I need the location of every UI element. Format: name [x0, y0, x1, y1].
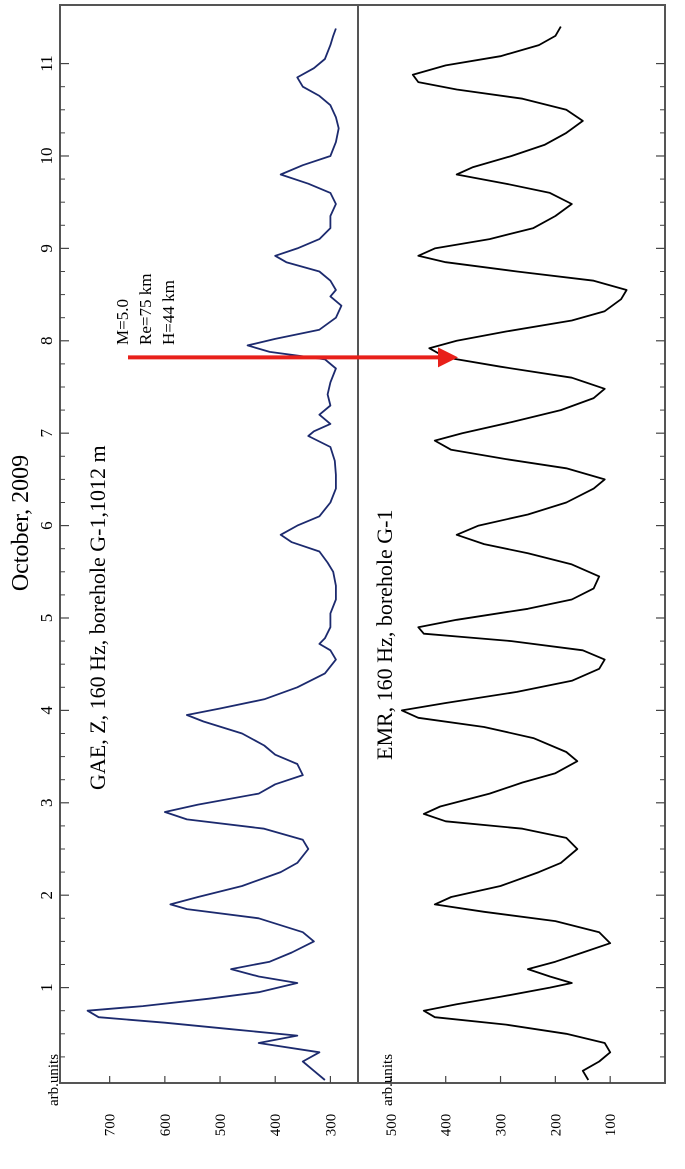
- series-lines: [86, 26, 628, 1081]
- event-arrow: [128, 347, 458, 368]
- y-tick-label-bottom-400: 400: [439, 1114, 455, 1137]
- annotation-depth: H=44 km: [159, 280, 178, 345]
- x-tick-label-1: 1: [37, 983, 56, 992]
- ylabel-top: arb.units: [46, 1054, 62, 1106]
- x-tick-labels: 1 2 3 4 5 6 7 8 9 10 11: [37, 55, 56, 991]
- quake-annotation: M=5.0 Re=75 km H=44 km: [113, 274, 178, 345]
- annotation-epicentral-distance: Re=75 km: [136, 274, 155, 345]
- x-axis-ticks: [60, 62, 665, 1058]
- event-arrow-head: [438, 347, 458, 368]
- plot-border: [59, 4, 666, 1084]
- series-label-emr: EMR, 160 Hz, borehole G-1: [372, 509, 397, 760]
- chart-frame: [59, 4, 666, 1084]
- x-tick-label-8: 8: [37, 337, 56, 346]
- y-tick-label-bottom-500: 500: [384, 1114, 400, 1137]
- y-tick-label-top-600: 600: [158, 1114, 174, 1137]
- x-tick-label-6: 6: [37, 521, 56, 530]
- x-tick-label-4: 4: [37, 706, 56, 715]
- ylabel-bottom: arb.units: [380, 1054, 396, 1106]
- y-tick-label-bottom-200: 200: [548, 1114, 564, 1137]
- x-tick-label-11: 11: [37, 55, 56, 71]
- x-tick-label-5: 5: [37, 614, 56, 623]
- y-tick-label-top-500: 500: [213, 1114, 229, 1137]
- x-tick-label-7: 7: [37, 428, 56, 437]
- y-tick-label-bottom-300: 300: [494, 1114, 510, 1137]
- x-tick-label-3: 3: [37, 799, 56, 808]
- y-tick-label-top-400: 400: [268, 1114, 284, 1137]
- series-line-bottom: [401, 26, 628, 1081]
- x-tick-label-10: 10: [37, 147, 56, 164]
- y-tick-label-top-300: 300: [323, 1114, 339, 1137]
- chart-title: October, 2009: [8, 455, 34, 591]
- y-tick-labels: 300 400 500 600 700 100 200 300 400 500: [103, 1076, 619, 1137]
- y-tick-label-bottom-100: 100: [603, 1114, 619, 1137]
- series-line-top: [86, 28, 343, 1081]
- annotation-magnitude: M=5.0: [113, 299, 132, 345]
- x-tick-label-9: 9: [37, 244, 56, 253]
- x-tick-label-2: 2: [37, 891, 56, 900]
- series-label-gae: GAE, Z, 160 Hz, borehole G-1,1012 m: [85, 445, 110, 790]
- y-tick-label-top-700: 700: [103, 1114, 119, 1137]
